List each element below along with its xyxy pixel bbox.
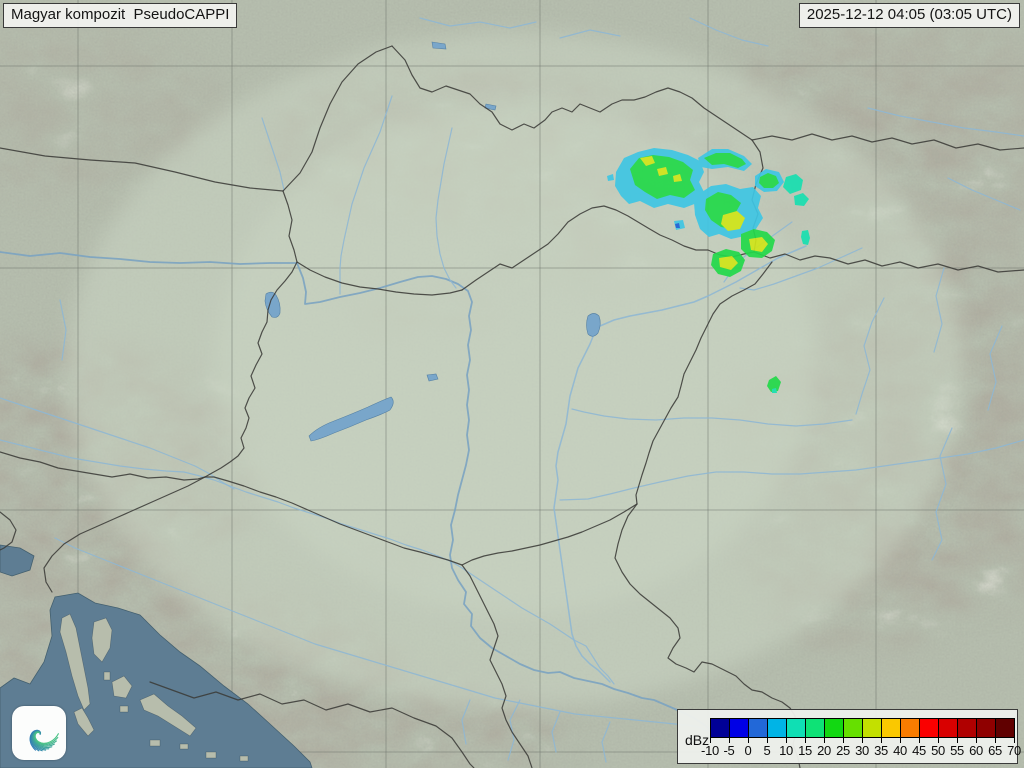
legend-cell: [805, 718, 825, 738]
legend-tick: [824, 738, 825, 743]
legend-tick: [786, 738, 787, 743]
legend-tick-label: 30: [855, 743, 869, 758]
legend-cell: [976, 718, 996, 738]
lake-tisza: [586, 313, 601, 337]
legend-tick: [900, 738, 901, 743]
timestamp-label: 2025-12-12 04:05 (03:05 UTC): [798, 3, 1020, 28]
legend-tick: [862, 738, 863, 743]
dbz-legend: dBz -10 -5 0 5 10 15 20 25 30 35 40 45 50 55 60 65 70: [677, 709, 1021, 764]
legend-tick: [843, 738, 844, 743]
lake-balaton: [308, 396, 394, 442]
legend-tick: [976, 738, 977, 743]
legend-cell: [919, 718, 939, 738]
legend-tick: [881, 738, 882, 743]
legend-tick: [729, 738, 730, 743]
radar-echoes: [607, 148, 810, 393]
legend-tick-label: 20: [817, 743, 831, 758]
legend-cell: [957, 718, 977, 738]
legend-cell: [786, 718, 806, 738]
legend-tick-label: 45: [912, 743, 926, 758]
legend-tick-label: 50: [931, 743, 945, 758]
legend-tick-label: 70: [1007, 743, 1021, 758]
river-drava: [0, 439, 615, 685]
legend-cell: [995, 718, 1015, 738]
legend-tick: [748, 738, 749, 743]
river-tisza: [553, 245, 807, 683]
legend-tick: [805, 738, 806, 743]
radar-coverage-area: [67, 32, 963, 708]
product-title: Magyar kompozit PseudoCAPPI: [3, 3, 238, 28]
legend-cell: [843, 718, 863, 738]
hungaromet-logo: [12, 706, 66, 760]
legend-cell: [748, 718, 768, 738]
legend-cell: [710, 718, 730, 738]
legend-tick-label: 35: [874, 743, 888, 758]
lakes: [264, 41, 601, 442]
legend-tick-label: 25: [836, 743, 850, 758]
legend-tick-label: 55: [950, 743, 964, 758]
legend-cell: [729, 718, 749, 738]
legend-cell: [881, 718, 901, 738]
legend-tick: [710, 738, 711, 743]
legend-cell: [900, 718, 920, 738]
legend-tick-label: 10: [779, 743, 793, 758]
legend-cell: [862, 718, 882, 738]
legend-tick-label: 65: [988, 743, 1002, 758]
legend-tick-label: 0: [744, 743, 752, 758]
legend-tick-label: -5: [723, 743, 735, 758]
legend-unit-label: dBz: [685, 732, 710, 748]
legend-tick: [767, 738, 768, 743]
adriatic-islands: [59, 613, 249, 762]
rivers: [0, 17, 1024, 763]
legend-tick-label: 40: [893, 743, 907, 758]
legend-tick: [957, 738, 958, 743]
legend-tick: [919, 738, 920, 743]
legend-tick-label: 15: [798, 743, 812, 758]
river-danube: [0, 251, 717, 737]
legend-tick: [1014, 738, 1015, 743]
legend-tick-label: 60: [969, 743, 983, 758]
legend-cell: [767, 718, 787, 738]
legend-tick-label: -10: [701, 743, 719, 758]
legend-tick: [995, 738, 996, 743]
legend-cell: [824, 718, 844, 738]
swirl-icon: [29, 729, 59, 752]
legend-cell: [938, 718, 958, 738]
legend-tick-label: 5: [763, 743, 771, 758]
legend-color-scale: [710, 718, 1015, 738]
river-sava: [54, 537, 717, 735]
adriatic-sea: [0, 544, 313, 768]
legend-tick: [938, 738, 939, 743]
